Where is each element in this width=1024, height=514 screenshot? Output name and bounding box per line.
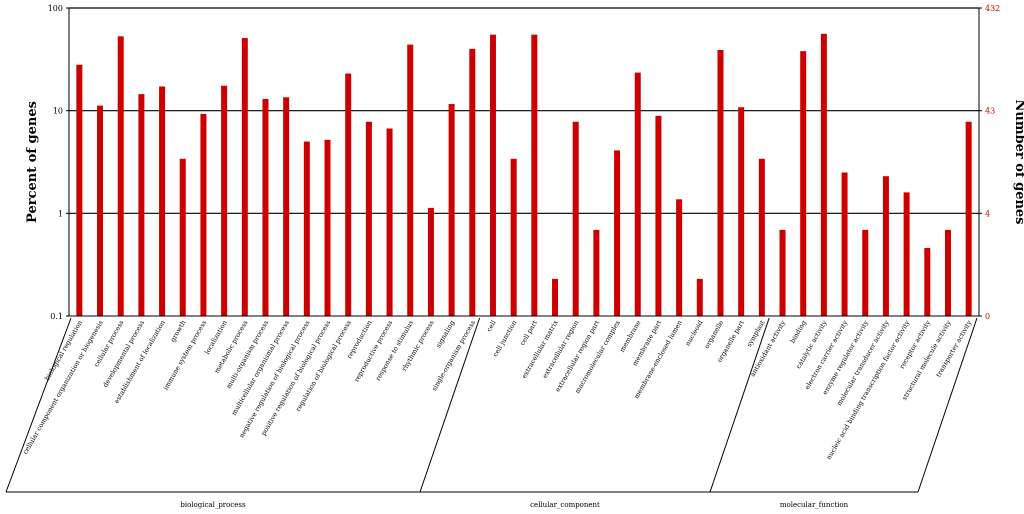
bar	[655, 115, 662, 316]
bar	[345, 73, 352, 317]
category-label: biological regulation	[43, 319, 84, 382]
gridlines	[69, 7, 979, 214]
bar	[676, 199, 683, 316]
category-label: reproductive process	[352, 319, 394, 383]
y-tick-label: 100	[48, 4, 63, 13]
bar	[489, 34, 496, 316]
category-label: nucleoid	[684, 319, 705, 347]
bar	[97, 105, 104, 316]
group-label: biological_process	[180, 501, 246, 509]
bar	[944, 229, 951, 316]
bar	[200, 113, 207, 316]
tick-labels: 100 10 1 0.1 432 43 4 0	[48, 4, 1001, 321]
bars	[76, 33, 972, 317]
bar	[924, 247, 931, 316]
bar	[469, 48, 476, 317]
bar	[324, 139, 331, 316]
bar	[241, 38, 248, 316]
bar	[552, 278, 559, 316]
y2-tick-label: 432	[985, 4, 1000, 13]
bar	[903, 192, 910, 316]
group-divider	[917, 317, 978, 493]
bar	[138, 94, 145, 316]
category-label: response to stimulus	[374, 319, 415, 382]
group-label: molecular_function	[780, 501, 849, 509]
axes	[68, 8, 980, 317]
bar	[800, 51, 807, 317]
bar	[572, 121, 579, 316]
group-brackets: biological_process cellular_component mole…	[5, 317, 978, 509]
bar	[634, 72, 641, 316]
bar	[76, 64, 83, 316]
bar	[965, 121, 972, 316]
group-divider	[419, 317, 481, 493]
y2-axis-title: Number of genes	[1012, 99, 1024, 224]
y-tick-label: 0.1	[50, 312, 63, 321]
bar	[593, 229, 600, 316]
bar	[221, 85, 228, 317]
category-label: growth	[169, 319, 188, 343]
bar	[386, 128, 393, 316]
group-label: cellular_component	[530, 501, 600, 509]
y2-tick-label: 0	[985, 312, 990, 321]
bar	[179, 158, 186, 316]
bar	[407, 44, 414, 316]
y-tick-label: 10	[53, 107, 63, 116]
y2-tick-label: 4	[985, 209, 990, 218]
bar	[531, 34, 538, 316]
bar	[696, 278, 703, 316]
y2-tick-label: 43	[985, 107, 995, 116]
category-label: binding	[789, 319, 808, 345]
bar	[758, 158, 765, 316]
bar	[820, 33, 827, 317]
bar	[717, 49, 724, 316]
bar	[779, 229, 786, 316]
y-axis-title: Percent of genes	[25, 101, 40, 223]
group-divider	[709, 317, 770, 493]
group-divider	[5, 317, 72, 493]
bar	[841, 172, 848, 316]
category-label: single-organism process	[430, 319, 477, 392]
bar	[303, 141, 310, 316]
category-label: cell	[485, 319, 498, 333]
bar	[427, 207, 434, 316]
category-label: cell part	[518, 319, 539, 347]
bar	[510, 158, 517, 316]
category-label: signaling	[434, 319, 456, 349]
bar	[117, 36, 124, 316]
bar	[159, 86, 166, 316]
bar	[862, 229, 869, 316]
bar	[882, 176, 889, 316]
bar	[448, 104, 455, 316]
bar	[262, 98, 269, 317]
bar	[738, 107, 745, 316]
category-label: organelle	[703, 319, 726, 350]
category-label: immune system process	[162, 319, 208, 391]
bar	[614, 150, 621, 316]
bar	[365, 121, 372, 316]
y-tick-label: 1	[58, 209, 63, 218]
bar	[283, 97, 290, 316]
